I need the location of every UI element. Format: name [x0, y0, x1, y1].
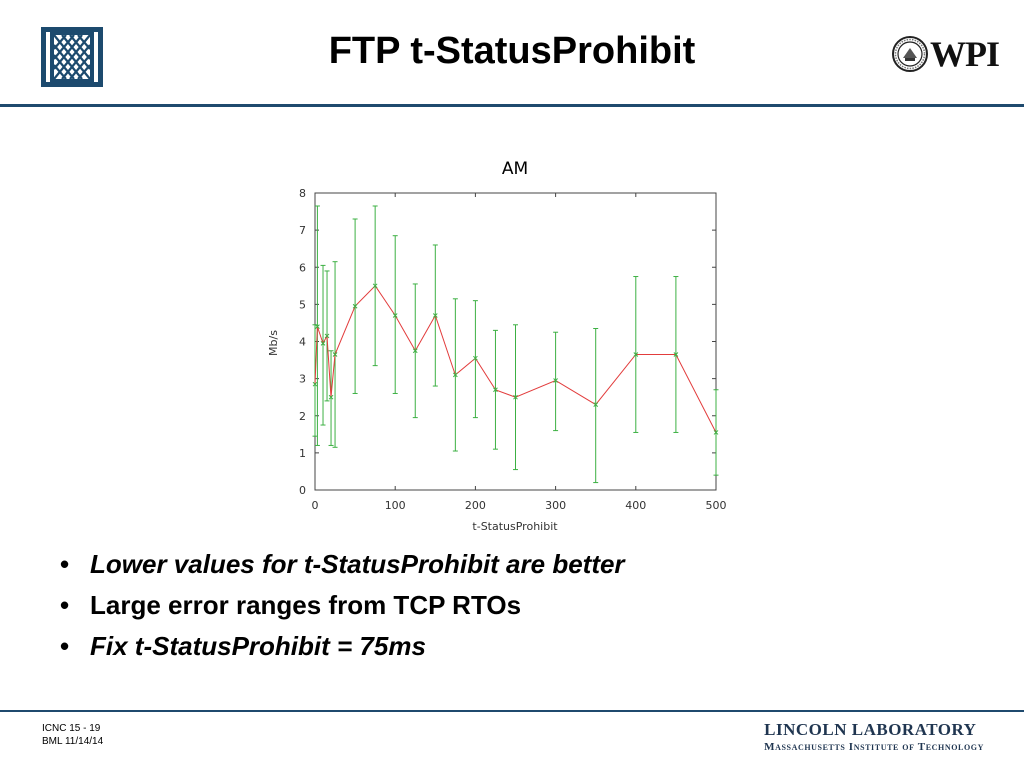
data-point	[352, 303, 358, 309]
bullet-text: Large error ranges from TCP RTOs	[90, 590, 522, 620]
chart-title: AM	[502, 159, 528, 179]
bullet-item: • Large error ranges from TCP RTOs	[60, 587, 625, 628]
x-tick-label: 0	[312, 499, 319, 512]
data-point	[320, 341, 326, 346]
footer-info: ICNC 15 - 19 BML 11/14/14	[42, 722, 103, 748]
data-point	[412, 348, 418, 354]
y-tick-label: 2	[299, 410, 306, 423]
bullet-text: Fix t-StatusProhibit = 75ms	[90, 631, 426, 661]
lab-affiliation: Massachusetts Institute of Technology	[764, 741, 984, 753]
bullet-dot: •	[60, 631, 70, 661]
series-line	[314, 285, 717, 433]
data-point	[633, 352, 639, 357]
y-tick-label: 5	[299, 298, 306, 311]
data-point	[493, 387, 498, 393]
am-throughput-chart: AM Mb/s t-StatusProhibit 0 1 2 3 4 5 6 7 8 0 100 20…	[267, 159, 727, 533]
header-divider	[0, 104, 1024, 107]
y-tick-label: 7	[299, 224, 306, 237]
data-point	[328, 394, 334, 400]
data-point	[324, 333, 330, 339]
wpi-seal-icon	[892, 36, 928, 72]
data-point	[673, 352, 679, 357]
data-point	[452, 372, 458, 378]
bullet-item: • Lower values for t-StatusProhibit are …	[60, 546, 625, 587]
bullet-list: • Lower values for t-StatusProhibit are …	[60, 546, 625, 669]
bullet-text: Lower values for t-StatusProhibit are be…	[90, 549, 625, 579]
data-point	[392, 313, 398, 318]
chart-ylabel: Mb/s	[267, 330, 280, 356]
bullet-item: • Fix t-StatusProhibit = 75ms	[60, 628, 625, 669]
data-point	[713, 430, 719, 435]
footer-author-date: BML 11/14/14	[42, 736, 104, 747]
wpi-wordmark: WPI	[930, 34, 1000, 74]
lab-name: LINCOLN LABORATORY	[764, 720, 977, 739]
bullet-dot: •	[60, 590, 70, 620]
y-tick-label: 6	[299, 261, 306, 274]
data-point	[553, 378, 558, 383]
chart-xlabel: t-StatusProhibit	[472, 520, 558, 533]
y-tick-label: 0	[299, 484, 306, 497]
x-tick-label: 500	[706, 499, 727, 512]
data-point	[312, 381, 318, 387]
x-tick-label: 100	[385, 499, 406, 512]
data-point	[473, 355, 478, 361]
data-point	[593, 402, 599, 407]
y-tick-label: 4	[299, 336, 306, 349]
x-tick-label: 300	[545, 499, 566, 512]
page-title: FTP t-StatusProhibit	[328, 30, 696, 72]
y-tick-label: 3	[299, 373, 306, 386]
lincoln-lab-emblem-icon	[41, 27, 103, 87]
data-point	[332, 352, 338, 357]
footer-divider	[0, 710, 1024, 712]
data-point	[372, 283, 378, 289]
x-tick-label: 200	[465, 499, 486, 512]
x-tick-label: 400	[625, 499, 646, 512]
bullet-dot: •	[60, 549, 70, 579]
y-tick-label: 8	[299, 187, 306, 200]
lincoln-laboratory-wordmark: LINCOLN LABORATORY Massachusetts Institu…	[764, 720, 984, 754]
data-point	[513, 394, 518, 400]
y-tick-label: 1	[299, 447, 306, 460]
data-point	[432, 313, 438, 318]
footer-slide-number: ICNC 15 - 19	[42, 723, 101, 734]
data-point	[315, 324, 320, 330]
wpi-logo: WPI	[892, 34, 1000, 74]
